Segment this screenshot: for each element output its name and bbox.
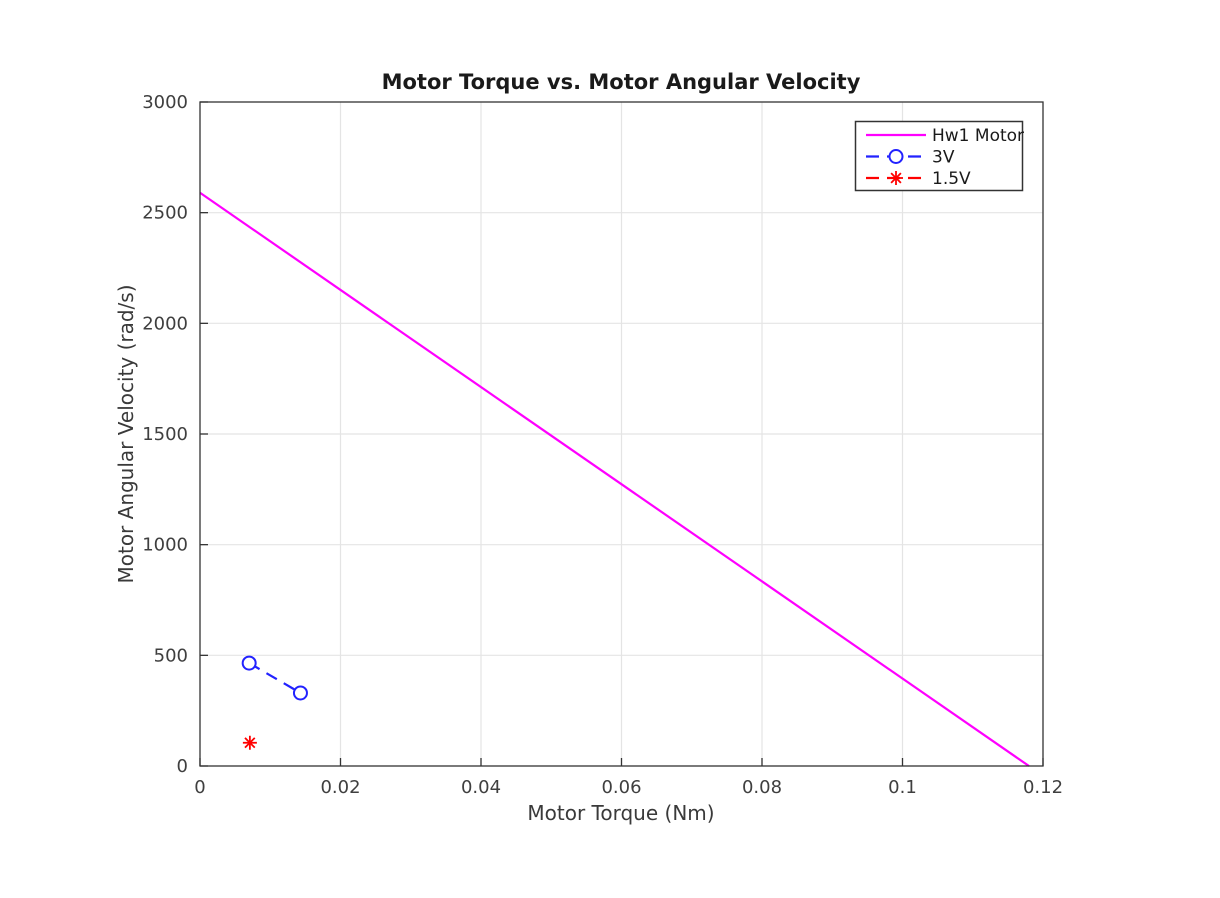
legend-item-3v: 3V — [866, 148, 955, 168]
y-tick-label: 2500 — [142, 203, 188, 224]
y-tick-label: 3000 — [142, 92, 188, 113]
legend-label: 1.5V — [932, 169, 971, 189]
series-line — [199, 191, 1030, 767]
y-tick-label: 1500 — [142, 424, 188, 445]
x-tick-label: 0.06 — [601, 777, 641, 798]
x-tick-label: 0.1 — [888, 777, 917, 798]
series-line — [248, 662, 302, 694]
series-1-5v — [242, 735, 257, 750]
series-3v — [241, 655, 308, 701]
asterisk-marker — [242, 735, 257, 750]
y-tick-label: 2000 — [142, 313, 188, 334]
x-tick-label: 0 — [194, 777, 205, 798]
asterisk-marker — [889, 171, 903, 185]
x-tick-label: 0.08 — [742, 777, 782, 798]
chart-title: Motor Torque vs. Motor Angular Velocity — [382, 70, 861, 94]
legend-item-hw1-motor: Hw1 Motor — [866, 126, 1024, 146]
x-axis-label: Motor Torque (Nm) — [527, 801, 714, 825]
tick-labels: 0 0.02 0.04 0.06 0.08 0.1 0.12 0 500 1000 1500 2000… — [142, 92, 1063, 798]
legend-box — [854, 120, 1024, 192]
y-tick-label: 0 — [177, 756, 188, 777]
series-hw1-motor — [199, 191, 1030, 767]
grid-lines — [200, 102, 1043, 766]
legend-label: Hw1 Motor — [932, 126, 1024, 146]
y-tick-label: 500 — [154, 645, 188, 666]
circle-marker — [241, 655, 257, 671]
y-axis-label: Motor Angular Velocity (rad/s) — [114, 284, 138, 583]
legend-label: 3V — [932, 148, 955, 168]
circle-marker — [292, 685, 308, 701]
x-tick-label: 0.04 — [461, 777, 501, 798]
series-layer — [199, 191, 1030, 767]
x-tick-label: 0.02 — [320, 777, 360, 798]
x-tick-label: 0.12 — [1023, 777, 1063, 798]
y-tick-label: 1000 — [142, 535, 188, 556]
circle-marker — [888, 149, 904, 164]
tick-marks — [199, 101, 1044, 767]
legend-item-1-5v: 1.5V — [866, 169, 971, 189]
